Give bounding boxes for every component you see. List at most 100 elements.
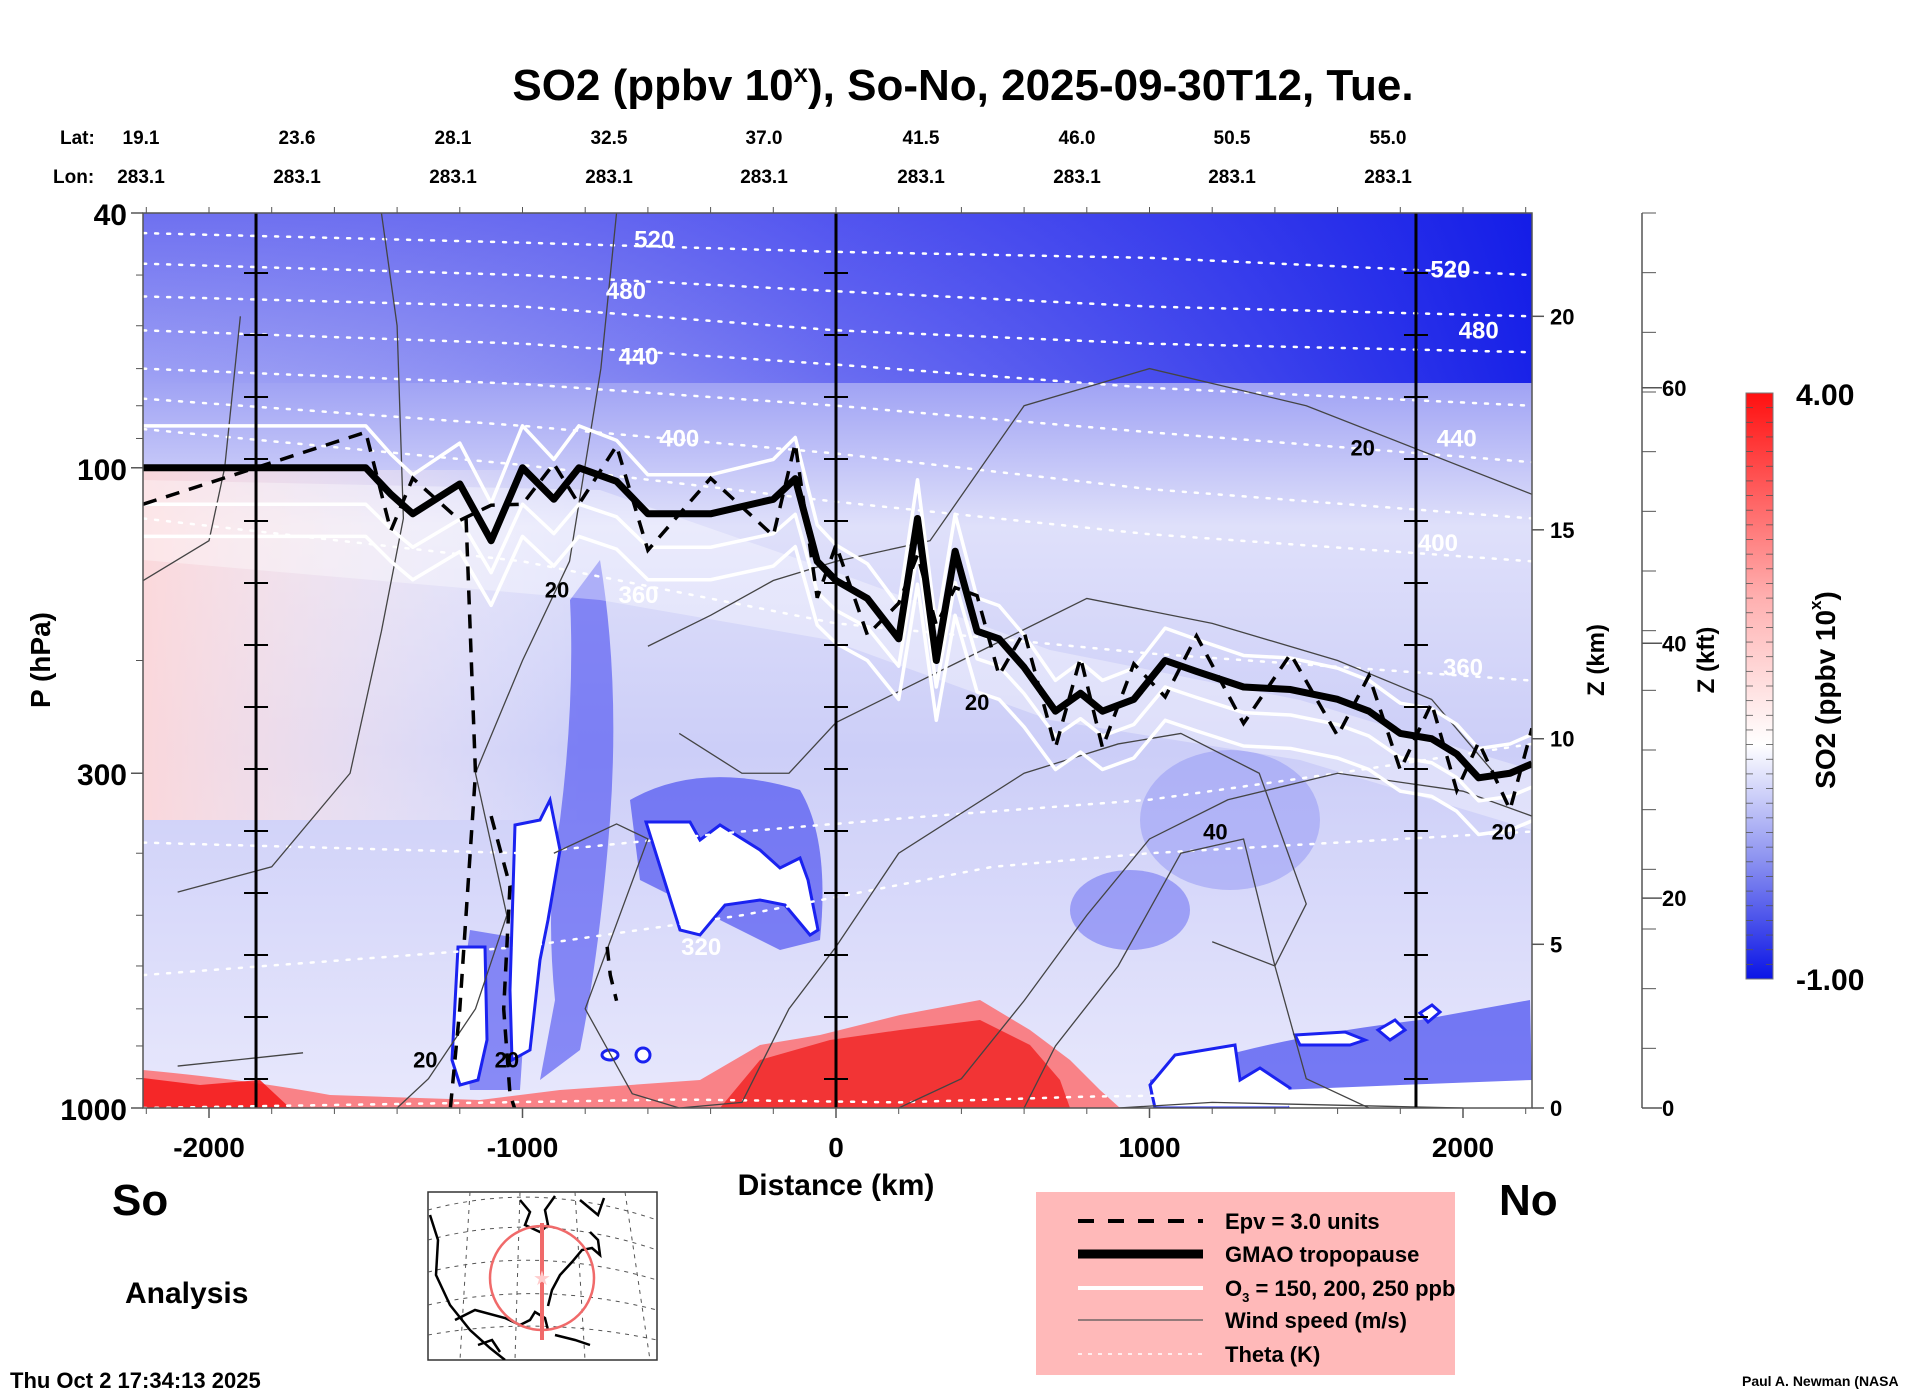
epv-contour <box>448 518 478 1108</box>
wind-speed-label: 20 <box>495 1048 519 1073</box>
lat-value: 32.5 <box>591 128 628 149</box>
theta-contour <box>143 1089 1532 1108</box>
colorbar-title: SO2 (ppbv 10x) <box>1806 591 1841 789</box>
lat-value: 23.6 <box>279 128 316 149</box>
lon-label: Lon: <box>53 167 94 188</box>
so2-white-surface-right <box>1280 1080 1532 1108</box>
y-axis-title: P (hPa) <box>25 612 56 708</box>
so2-surface-red-left <box>143 1078 290 1108</box>
y-tick-label: 40 <box>94 199 127 232</box>
theta-label: 520 <box>1430 256 1470 283</box>
lat-value: 19.1 <box>123 128 160 149</box>
theta-contour <box>143 367 1532 464</box>
theta-label: 480 <box>1459 317 1499 344</box>
x-tick-label: -2000 <box>173 1132 245 1163</box>
legend-label: O3 = 150, 200, 250 ppb <box>1225 1276 1455 1305</box>
gmao-tropopause <box>143 464 1532 782</box>
lon-value: 283.1 <box>117 167 165 188</box>
lon-value: 283.1 <box>897 167 945 188</box>
z-km-tick-label: 10 <box>1550 727 1574 752</box>
so2-surface-red-core <box>720 1020 1070 1108</box>
theta-contour <box>143 517 1532 682</box>
timestamp: Thu Oct 2 17:34:13 2025 <box>10 1368 261 1393</box>
z-km-axis-title: Z (km) <box>1583 624 1610 696</box>
theta-contour <box>143 231 1532 277</box>
theta-label: 440 <box>618 343 658 370</box>
analysis-label: Analysis <box>125 1277 248 1310</box>
so2-blue-lower-right <box>1150 1000 1532 1095</box>
theta-label: 440 <box>1437 425 1477 452</box>
colorbar-min-label: -1.00 <box>1796 964 1864 997</box>
legend-label: Epv = 3.0 units <box>1225 1209 1380 1234</box>
lat-label: Lat: <box>60 128 95 149</box>
ozone-contour <box>143 424 1532 751</box>
y-tick-label: 100 <box>77 454 127 487</box>
legend-box <box>1036 1192 1455 1375</box>
wind-speed-contour <box>647 367 1532 647</box>
lat-value: 41.5 <box>903 128 940 149</box>
x-axis-title: Distance (km) <box>738 1169 935 1202</box>
x-tick-label: 1000 <box>1118 1132 1180 1163</box>
wind-speed-label: 40 <box>1203 820 1227 845</box>
chart-title: SO2 (ppbv 10x), So-No, 2025-09-30T12, Tu… <box>512 58 1413 110</box>
wind-speed-label: 20 <box>965 690 989 715</box>
so2-blue-blob <box>1140 750 1320 890</box>
colorbar-max-label: 4.00 <box>1796 379 1854 412</box>
lat-value: 28.1 <box>435 128 472 149</box>
so2-blue-plume <box>540 560 614 1080</box>
plot-area: 520 480 440 400 360 320 520 480 440 400 360 280 20 20… <box>143 213 1532 1108</box>
wind-speed-label: 20 <box>545 578 569 603</box>
lon-value: 283.1 <box>1208 167 1256 188</box>
theta-contour <box>143 329 1532 407</box>
theta-contour <box>143 262 1532 318</box>
wind-speed-contour <box>678 597 1495 774</box>
wind-speed-contour <box>177 213 405 893</box>
lon-value: 283.1 <box>273 167 321 188</box>
so2-blue-blob <box>1070 870 1190 950</box>
ozone-contour <box>143 502 1532 803</box>
theta-label: 360 <box>618 582 658 609</box>
so2-white-patch <box>508 795 562 1063</box>
legend: Epv = 3.0 units GMAO tropopause O3 = 150, … <box>1036 1192 1455 1375</box>
wind-speed-contour <box>1118 1101 1464 1108</box>
so2-low-band <box>143 480 1532 830</box>
theta-label: 480 <box>606 278 646 305</box>
map-center-star-icon: ★ <box>533 1268 551 1290</box>
z-km-tick-label: 5 <box>1550 932 1562 957</box>
theta-label: 400 <box>1418 530 1458 557</box>
theta-label: 280 <box>1452 1081 1492 1108</box>
z-km-tick-label: 15 <box>1550 518 1574 543</box>
theta-contour <box>143 295 1532 354</box>
lon-value: 283.1 <box>1053 167 1101 188</box>
z-km-tick-label: 0 <box>1550 1096 1562 1121</box>
so2-white-patch <box>1292 1030 1370 1047</box>
theta-label: 320 <box>681 934 721 961</box>
map-graticule <box>428 1192 657 1360</box>
legend-label: GMAO tropopause <box>1225 1242 1419 1267</box>
so2-white-patch <box>1148 1043 1292 1108</box>
lat-value: 46.0 <box>1059 128 1096 149</box>
theta-label: 520 <box>634 227 674 254</box>
so2-white-dot <box>634 1046 652 1064</box>
lon-value: 283.1 <box>429 167 477 188</box>
so2-white-patch <box>450 945 489 1087</box>
z-kft-axis-title: Z (kft) <box>1693 627 1720 694</box>
lon-value: 283.1 <box>1364 167 1412 188</box>
so2-white-patch <box>643 820 820 937</box>
y-tick-label: 300 <box>77 759 127 792</box>
wind-speed-contour <box>898 772 1532 1108</box>
epv-contour <box>489 815 517 1108</box>
wind-speed-label: 20 <box>1492 820 1516 845</box>
x-tick-label: 0 <box>828 1132 844 1163</box>
locator-map: ★ <box>427 1191 658 1361</box>
lat-value: 50.5 <box>1214 128 1251 149</box>
so2-white-dot <box>600 1048 620 1062</box>
z-kft-tick-label: 40 <box>1662 631 1686 656</box>
credit: Paul A. Newman (NASA <box>1742 1373 1899 1389</box>
wind-speed-contour <box>396 213 618 1108</box>
lon-value: 283.1 <box>585 167 633 188</box>
wind-speed-contour <box>177 1052 304 1067</box>
lat-value: 55.0 <box>1370 128 1407 149</box>
z-km-tick-label: 20 <box>1550 304 1574 329</box>
